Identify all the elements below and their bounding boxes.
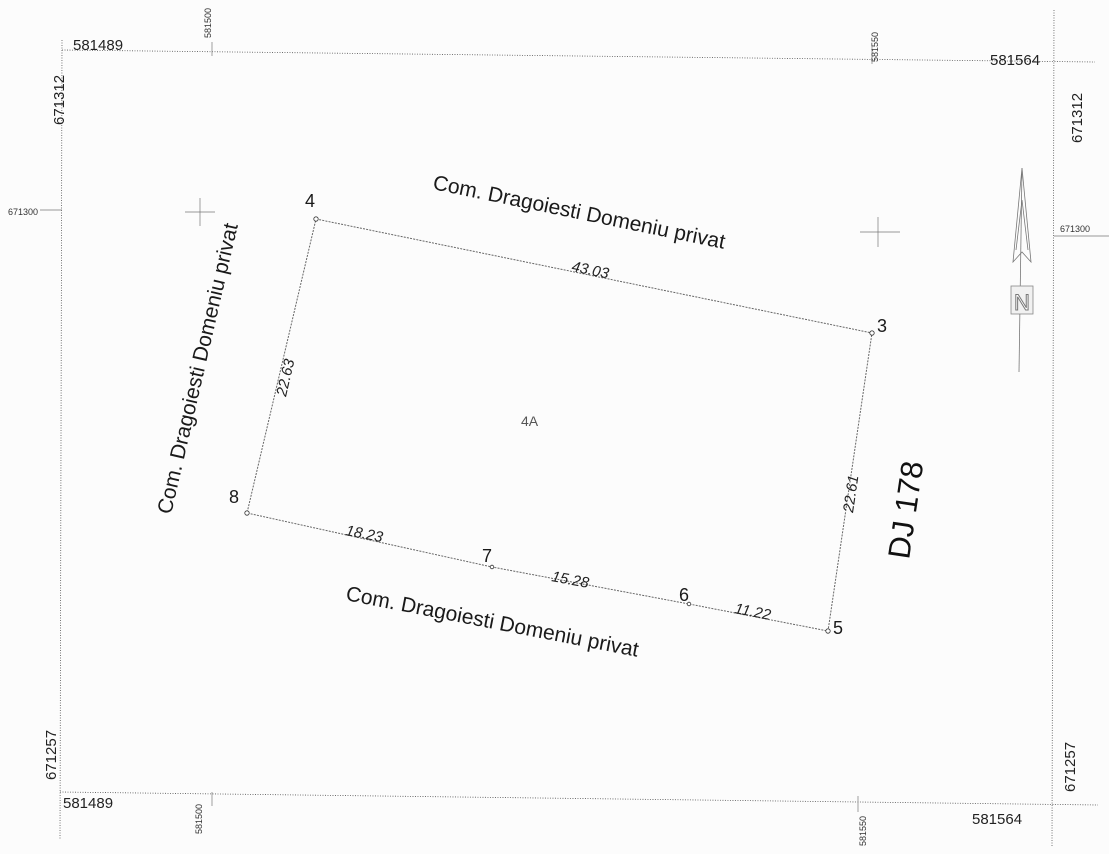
neighbor-west-label: Com. Dragoiesti Domeniu privat <box>153 221 242 516</box>
vertex-label-7: 7 <box>482 546 492 566</box>
vertex-label-3: 3 <box>877 316 887 336</box>
vertex-label-6: 6 <box>679 585 689 605</box>
parcel-id-label: 4A <box>521 413 539 429</box>
vertex-label-5: 5 <box>833 618 843 638</box>
parcel-boundary <box>244 216 875 634</box>
frame-x-left-bottom: 581489 <box>63 795 113 812</box>
grid-x-581550-bottom: 581550 <box>858 816 868 846</box>
frame-x-right-bottom: 581564 <box>972 811 1022 828</box>
road-dj178-label: DJ 178 <box>881 459 930 561</box>
frame-y-bottom-left: 671257 <box>43 730 60 780</box>
grid-x-581550-top: 581550 <box>870 32 880 62</box>
length-bottom-6-5: 11.22 <box>733 600 773 624</box>
vertex-marker-6 <box>686 601 692 607</box>
vertex-marker-3 <box>869 330 875 336</box>
north-arrow-icon <box>1010 167 1034 373</box>
vertex-marker-7 <box>489 564 495 570</box>
length-left: 22.63 <box>273 357 298 399</box>
vertex-label-8: 8 <box>229 487 239 507</box>
grid-x-581500-bottom: 581500 <box>194 804 204 834</box>
vertex-label-4: 4 <box>305 191 315 211</box>
frame-y-top-right: 671312 <box>1069 93 1086 143</box>
frame-x-right-top: 581564 <box>990 52 1040 69</box>
grid-y-671300-left: 671300 <box>8 207 38 217</box>
grid-y-671300-right: 671300 <box>1060 224 1090 234</box>
length-bottom-7-6: 15.28 <box>550 568 591 592</box>
frame-y-bottom-right: 671257 <box>1062 742 1079 792</box>
coordinate-frame <box>40 9 1109 847</box>
grid-x-581500-top: 581500 <box>203 8 213 38</box>
north-arrow-label: N <box>1014 290 1030 315</box>
neighbor-south-label: Com. Dragoiesti Domeniu privat <box>344 582 641 661</box>
frame-y-top-left: 671312 <box>51 75 68 125</box>
neighbor-north-label: Com. Dragoiesti Domeniu privat <box>431 171 727 253</box>
vertex-marker-4 <box>313 216 319 222</box>
length-bottom-8-7: 18.23 <box>344 522 385 546</box>
frame-x-left-top: 581489 <box>73 37 123 54</box>
length-right: 22.61 <box>840 474 862 515</box>
vertex-marker-5 <box>825 628 831 634</box>
length-top: 43.03 <box>570 258 611 282</box>
vertex-marker-8 <box>244 510 250 516</box>
